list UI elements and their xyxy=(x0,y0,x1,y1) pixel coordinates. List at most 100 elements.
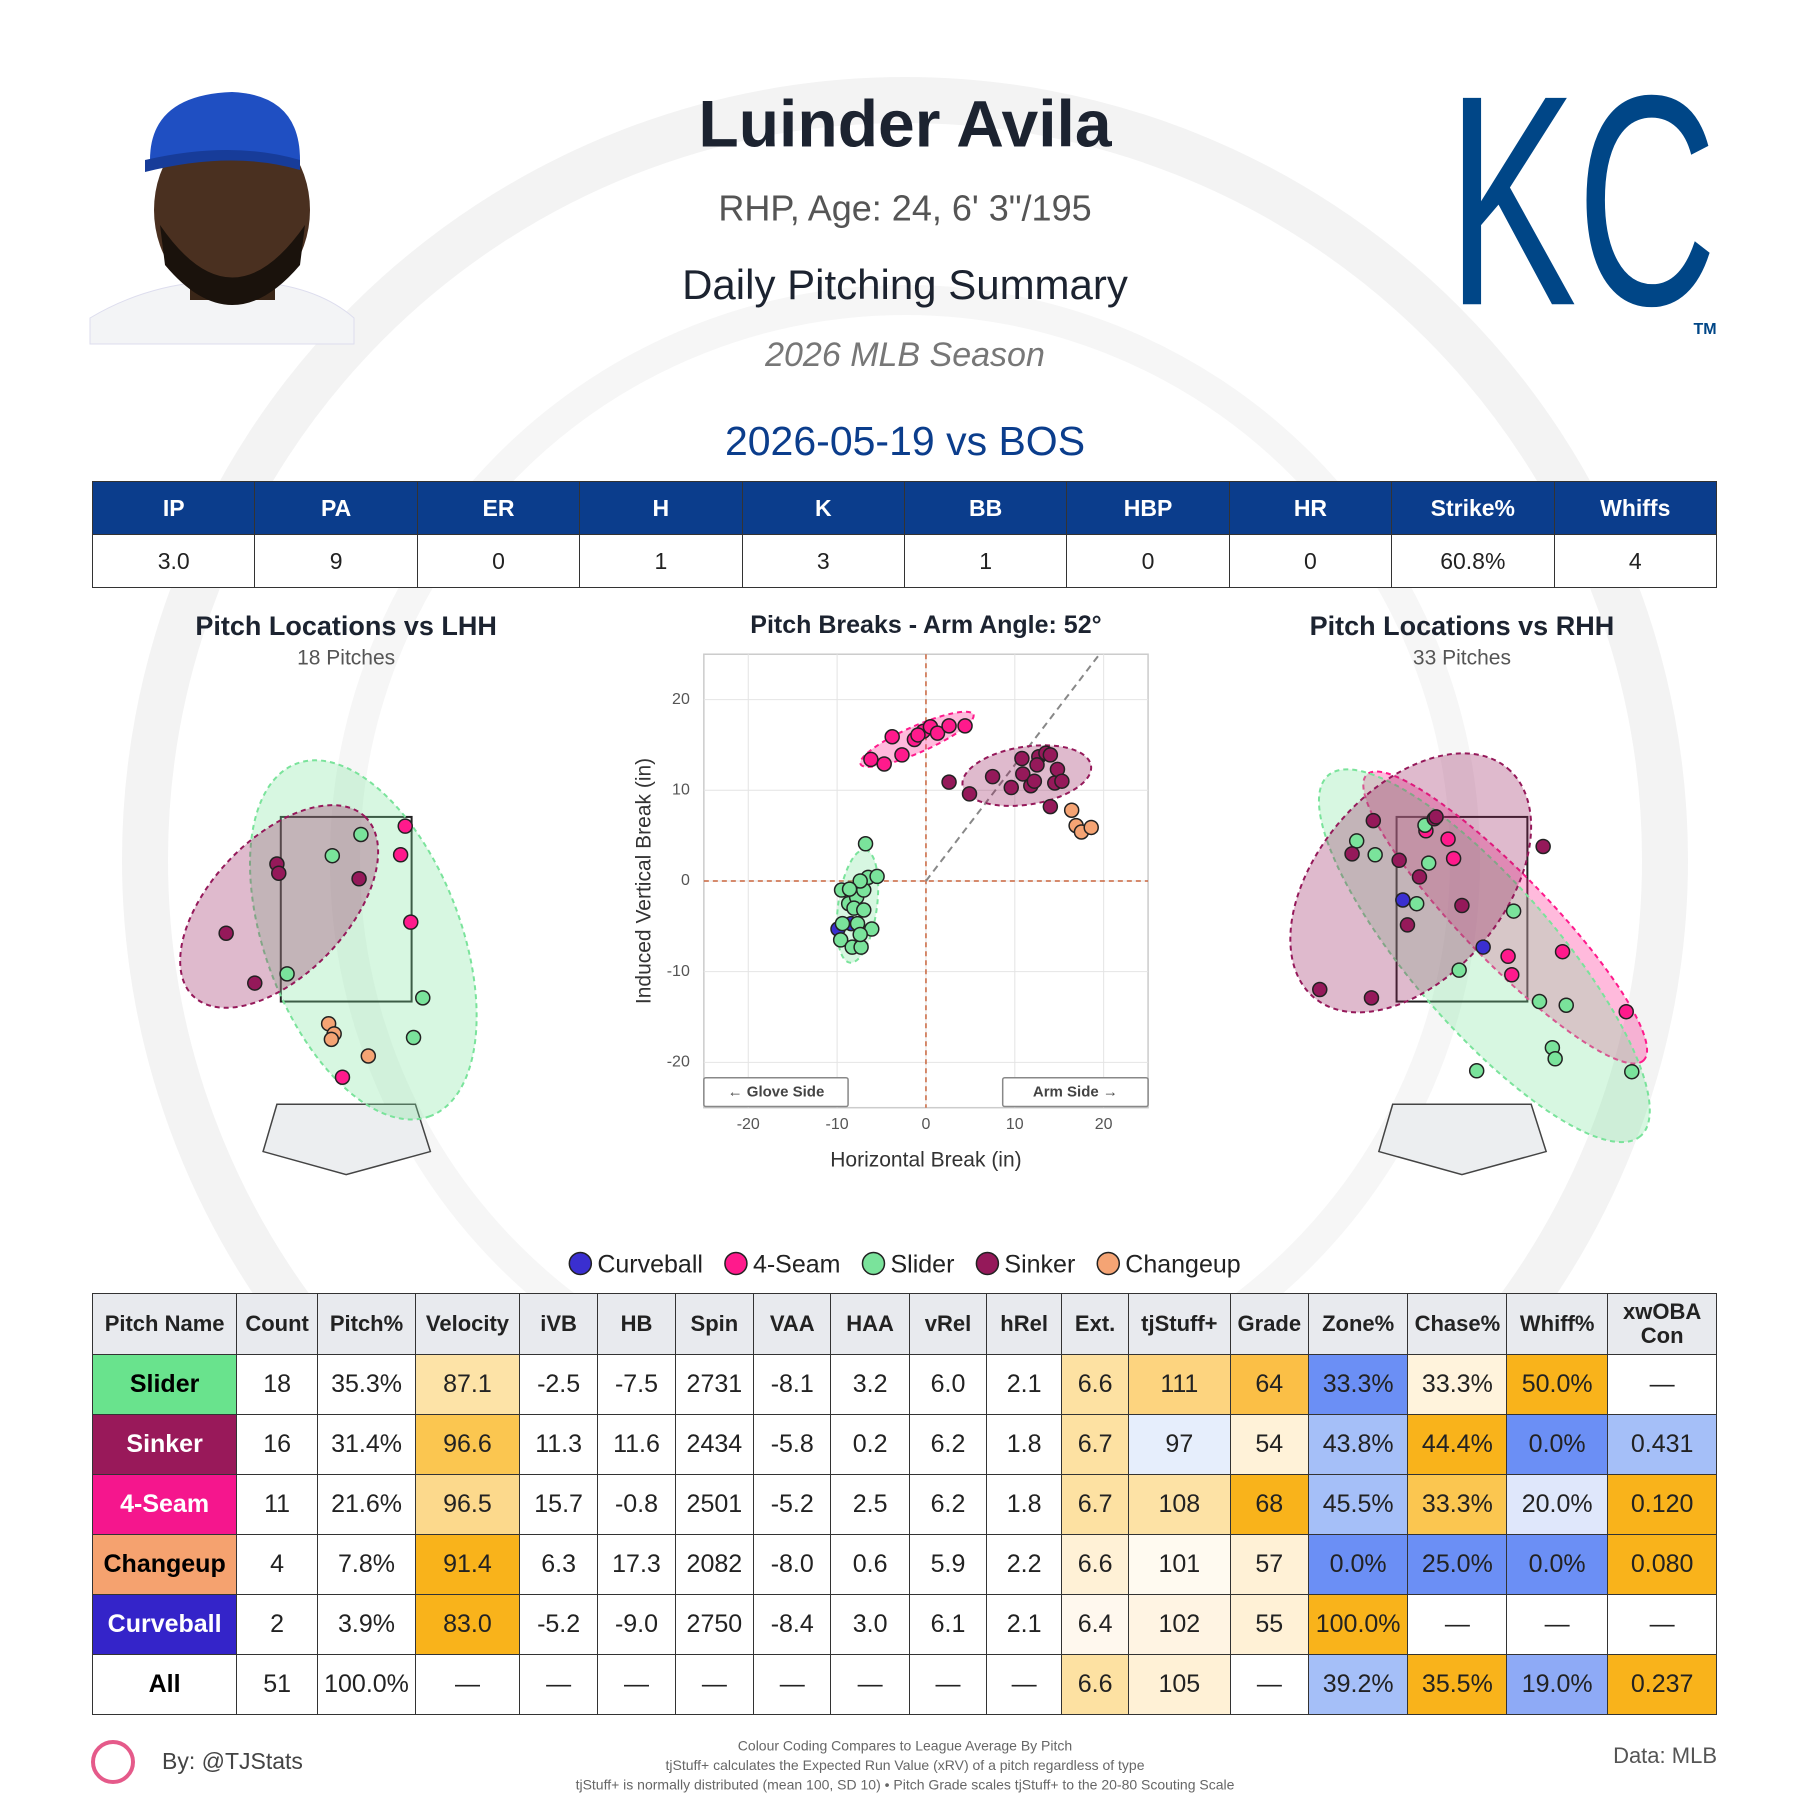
metric-cell: 33.3% xyxy=(1308,1354,1409,1415)
metric-cell: 57 xyxy=(1229,1534,1310,1595)
break-point xyxy=(852,873,868,889)
metric-cell: 2731 xyxy=(674,1354,755,1415)
legend-label: Curveball xyxy=(597,1250,703,1278)
metric-cell: 0.431 xyxy=(1606,1414,1718,1475)
confidence-ellipse xyxy=(249,759,478,1121)
pitch-point xyxy=(392,847,409,863)
logo-trademark: TM xyxy=(1693,321,1716,338)
metric-cell: 5.9 xyxy=(908,1534,988,1595)
metric-cell: 111 xyxy=(1128,1354,1231,1415)
break-point xyxy=(941,718,957,734)
pitch-point xyxy=(1535,838,1551,855)
metric-cell: 2082 xyxy=(674,1534,755,1595)
metric-cell: 2 xyxy=(236,1594,318,1655)
metric-cell: 15.7 xyxy=(518,1474,599,1535)
metric-cell: 25.0% xyxy=(1407,1534,1508,1595)
pitch-name: Sinker xyxy=(91,1414,238,1475)
break-point xyxy=(841,881,858,897)
pitch-point xyxy=(218,925,234,941)
break-point xyxy=(1026,773,1043,789)
chart-title: Pitch Locations vs RHH xyxy=(1310,611,1615,641)
pitch-point xyxy=(1445,850,1462,867)
metric-cell: 43.8% xyxy=(1308,1414,1409,1475)
legend-marker xyxy=(724,1251,748,1276)
credit: By: @TJStats xyxy=(162,1748,303,1774)
metric-cell: 44.4% xyxy=(1407,1414,1508,1475)
stat-cell: 0 xyxy=(416,534,581,588)
pitch-point xyxy=(271,865,287,881)
metric-cell: 2.1 xyxy=(986,1354,1063,1415)
metric-cell: -7.5 xyxy=(597,1354,676,1415)
metric-cell: 35.3% xyxy=(316,1354,417,1415)
player-name: Luinder Avila xyxy=(698,86,1112,160)
stat-cell: 9 xyxy=(254,534,418,588)
beard xyxy=(160,225,305,305)
header-cell: Chase% xyxy=(1407,1293,1508,1355)
metric-cell: 64 xyxy=(1229,1354,1310,1415)
break-point xyxy=(1003,779,1020,796)
metric-cell: 33.3% xyxy=(1407,1354,1508,1415)
pitch-point xyxy=(1367,847,1383,863)
metric-cell: 1.8 xyxy=(986,1414,1063,1475)
metric-cell: 4 xyxy=(236,1534,318,1595)
metric-cell: 2.2 xyxy=(986,1534,1063,1595)
break-point xyxy=(1042,798,1059,815)
header-row: Pitch Name Count Pitch% Velocity iVB HB Spin VA… xyxy=(91,1293,1718,1355)
break-point xyxy=(929,725,946,741)
stat-cell: 0 xyxy=(1228,534,1393,588)
pitch-point xyxy=(1554,943,1571,960)
header-cell: PA xyxy=(254,481,418,535)
break-point xyxy=(941,774,957,790)
metric-cell: 11.3 xyxy=(518,1414,599,1475)
game-title: 2026-05-19 vs BOS xyxy=(725,418,1085,464)
metric-cell: 96.6 xyxy=(415,1414,520,1475)
metric-cell: 100.0% xyxy=(316,1654,417,1715)
metric-cell: — xyxy=(1606,1594,1718,1655)
metric-cell: 6.6 xyxy=(1061,1654,1130,1715)
metric-cell: 97 xyxy=(1128,1414,1231,1475)
break-point xyxy=(856,902,872,918)
metric-cell: 50.0% xyxy=(1506,1354,1608,1415)
metric-cell: 6.6 xyxy=(1061,1534,1130,1595)
metric-cell: -0.8 xyxy=(597,1474,676,1535)
pitch-point xyxy=(1454,897,1470,914)
metric-cell: 7.8% xyxy=(316,1534,417,1595)
break-point xyxy=(1042,747,1059,763)
pitch-row: Changeup 4 7.8% 91.4 6.3 17.3 2082 -8.0 0.6 5.9 2.… xyxy=(91,1534,1718,1595)
header-cell: Zone% xyxy=(1308,1293,1409,1355)
metric-cell: 11.6 xyxy=(597,1414,676,1475)
header-cell: Velocity xyxy=(415,1293,520,1355)
metric-cell: 11 xyxy=(236,1474,318,1535)
legend-marker xyxy=(975,1251,1000,1276)
header-cell: Whiff% xyxy=(1506,1293,1608,1355)
metric-cell: — xyxy=(1407,1594,1508,1655)
legend: Curveball 4-Seam Slider Sinker Changeup xyxy=(568,1250,1241,1278)
metric-cell: 102 xyxy=(1128,1594,1231,1655)
metric-cell: 6.2 xyxy=(908,1414,988,1475)
break-point xyxy=(832,932,849,948)
pitch-point xyxy=(1475,939,1491,955)
home-plate xyxy=(262,1103,432,1176)
metric-cell: 20.0% xyxy=(1506,1474,1608,1535)
stat-cell: 1 xyxy=(903,534,1068,588)
metric-cell: 3.2 xyxy=(830,1354,910,1415)
header-cell: K xyxy=(741,481,905,535)
y-tick-label: -10 xyxy=(667,963,690,980)
metric-cell: 18 xyxy=(236,1354,318,1415)
pitch-point xyxy=(1428,809,1444,825)
legend-label: Sinker xyxy=(1004,1250,1075,1278)
annotation: ← Glove Side xyxy=(728,1084,825,1101)
header-cell: tjStuff+ xyxy=(1128,1293,1231,1355)
metric-cell: — xyxy=(986,1654,1063,1715)
pitch-point xyxy=(1365,812,1382,829)
metric-cell: 17.3 xyxy=(597,1534,676,1595)
pitch-name: Changeup xyxy=(91,1534,238,1595)
pitch-point xyxy=(1500,948,1516,965)
pitch-table: Pitch Name Count Pitch% Velocity iVB HB Spin VA… xyxy=(91,1293,1718,1715)
stat-cell: 3 xyxy=(741,534,905,588)
header-cell: HR xyxy=(1228,481,1393,535)
pitch-point xyxy=(1348,833,1365,849)
x-tick-label: -10 xyxy=(826,1116,849,1133)
data-source: Data: MLB xyxy=(1613,1743,1717,1768)
